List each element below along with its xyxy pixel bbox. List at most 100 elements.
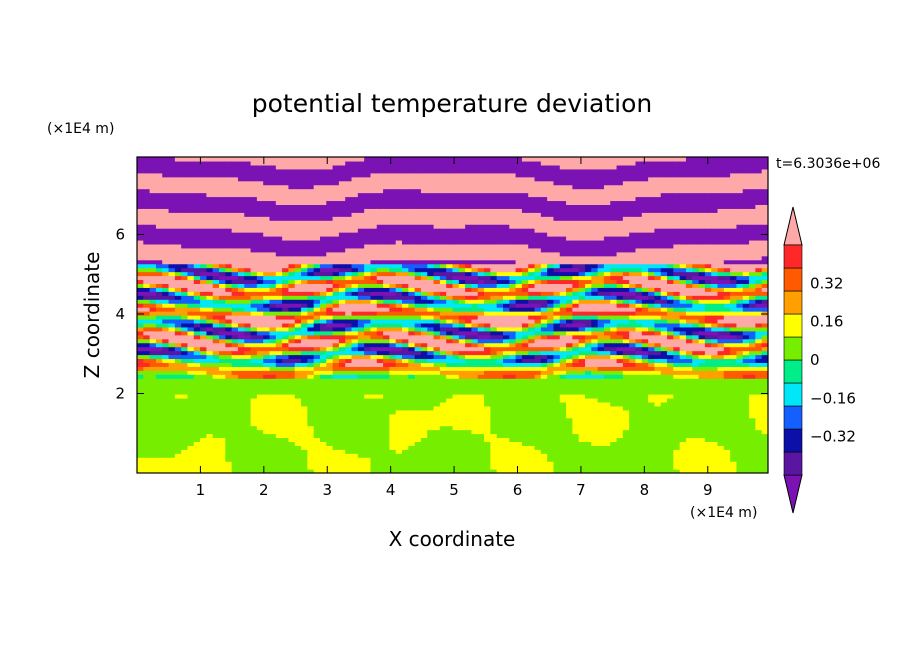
contour-cell [439, 330, 447, 336]
contour-cell [250, 176, 258, 182]
contour-cell [319, 200, 327, 205]
contour-cell [181, 204, 189, 209]
contour-cell [219, 433, 226, 439]
contour-cell [137, 397, 144, 403]
contour-cell [231, 469, 239, 473]
contour-cell [509, 299, 517, 304]
contour-cell [256, 279, 264, 284]
contour-cell [231, 160, 239, 166]
contour-cell [332, 224, 340, 229]
contour-cell [395, 401, 403, 407]
contour-cell [427, 275, 435, 281]
contour-cell [477, 247, 485, 253]
contour-cell [370, 267, 378, 273]
contour-cell [408, 445, 416, 450]
contour-cell [244, 382, 252, 387]
contour-cell [515, 370, 523, 375]
contour-cell [301, 409, 308, 415]
contour-cell [521, 338, 529, 344]
contour-cell [420, 247, 428, 253]
contour-cell [408, 453, 416, 458]
contour-cell [383, 307, 390, 312]
contour-cell [237, 279, 245, 284]
contour-cell [452, 271, 460, 277]
contour-cell [275, 157, 283, 162]
contour-cell [452, 243, 460, 249]
contour-cell [515, 232, 523, 237]
contour-cell [351, 247, 359, 253]
contour-cell [521, 390, 529, 395]
contour-cell [509, 449, 517, 454]
contour-cell [212, 251, 220, 257]
contour-cell [414, 160, 422, 166]
contour-cell [433, 457, 441, 462]
contour-cell [155, 366, 163, 371]
contour-cell [471, 453, 479, 458]
contour-cell [326, 228, 334, 233]
contour-cell [376, 362, 384, 367]
contour-cell [383, 342, 390, 348]
contour-cell [515, 433, 523, 439]
contour-cell [351, 160, 359, 166]
contour-cell [383, 358, 390, 363]
contour-cell [162, 449, 170, 454]
contour-cell [162, 322, 170, 328]
contour-cell [496, 200, 504, 205]
contour-cell [168, 164, 176, 170]
contour-cell [282, 326, 290, 332]
contour-cell [231, 188, 239, 194]
contour-cell [269, 255, 277, 261]
contour-cell [471, 196, 479, 202]
contour-cell [414, 303, 422, 308]
contour-cell [143, 409, 151, 415]
contour-cell [294, 176, 302, 182]
contour-cell [458, 299, 466, 304]
contour-cell [149, 322, 157, 328]
contour-cell [477, 322, 485, 328]
contour-cell [269, 409, 277, 415]
contour-cell [263, 405, 271, 411]
contour-cell [477, 382, 485, 387]
contour-cell [162, 397, 170, 403]
contour-cell [137, 315, 144, 320]
contour-cell [439, 453, 447, 458]
contour-cell [275, 433, 283, 439]
contour-cell [288, 180, 296, 186]
contour-cell [395, 247, 403, 253]
contour-cell [263, 469, 271, 473]
contour-cell [225, 318, 233, 324]
contour-cell [490, 216, 498, 221]
contour-cell [345, 461, 353, 466]
contour-cell [477, 425, 485, 431]
contour-cell [452, 220, 460, 225]
contour-cell [200, 192, 208, 198]
contour-cell [484, 322, 491, 328]
contour-cell [433, 394, 441, 399]
contour-cell [408, 330, 416, 336]
contour-cell [193, 390, 201, 395]
contour-cell [402, 445, 409, 450]
contour-cell [338, 370, 346, 375]
contour-cell [509, 232, 517, 237]
contour-cell [357, 236, 365, 241]
contour-cell [521, 232, 529, 237]
contour-cell [149, 461, 157, 466]
contour-cell [496, 322, 504, 328]
contour-cell [231, 271, 239, 277]
contour-cell [168, 397, 176, 403]
contour-cell [282, 279, 290, 284]
contour-cell [301, 160, 308, 166]
contour-cell [219, 366, 226, 371]
contour-cell [458, 188, 466, 194]
contour-cell [446, 232, 454, 237]
contour-cell [155, 401, 163, 407]
contour-cell [187, 469, 195, 473]
contour-cell [269, 374, 277, 379]
contour-cell [446, 224, 454, 229]
contour-cell [250, 279, 258, 284]
contour-cell [458, 204, 466, 209]
contour-cell [137, 342, 144, 348]
contour-cell [219, 330, 226, 336]
contour-cell [326, 204, 334, 209]
contour-cell [301, 196, 308, 202]
